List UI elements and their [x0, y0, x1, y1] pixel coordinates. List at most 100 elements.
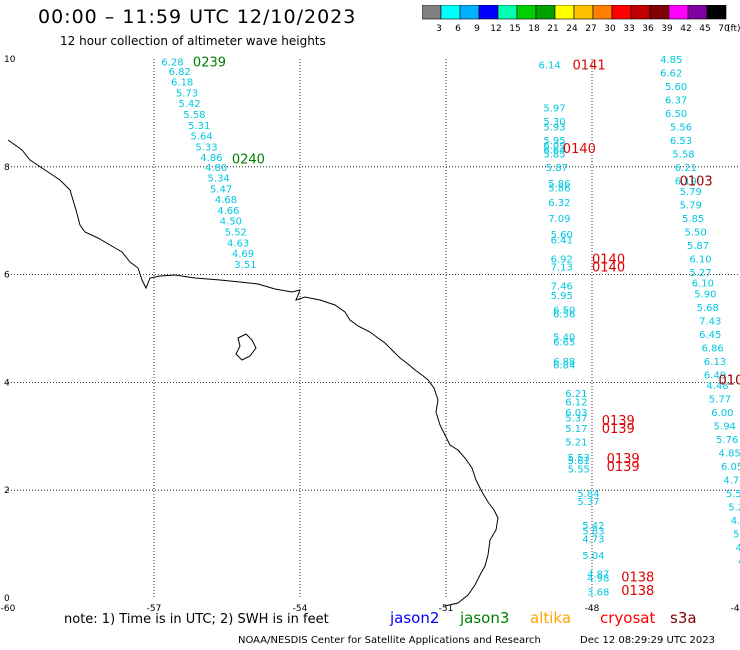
wave-height-reading: 4.69 — [232, 249, 254, 260]
orbit-number-label: 0139 — [602, 422, 635, 437]
colorbar-label: 24 — [566, 24, 578, 34]
wave-height-reading: 6.21 — [675, 163, 697, 174]
wave-height-reading: 6.86 — [702, 343, 724, 354]
wave-height-colorbar: 3 6 9 12 15 18 21 24 27 30 33 36 39 42 45 70(ft) — [422, 5, 740, 34]
wave-height-reading: 5.33 — [195, 142, 217, 153]
wave-height-reading: 5.85 — [543, 149, 565, 160]
wave-height-reading: 5.86 — [548, 183, 570, 194]
y-tick-label: 2 — [4, 486, 10, 496]
colorbar-label: 45 — [699, 24, 710, 34]
colorbar-label: 15 — [509, 24, 520, 34]
x-tick-label: -54 — [293, 604, 308, 614]
map-title: 00:00 – 11:59 UTC 12/10/2023 — [38, 6, 357, 28]
wave-height-reading: 6.14 — [538, 60, 560, 71]
wave-height-reading: 5.42 — [178, 99, 200, 110]
wave-height-reading: 5.55 — [568, 465, 590, 476]
wave-height-reading: 5.97 — [543, 104, 565, 115]
orbit-number-label: 0239 — [193, 56, 226, 71]
wave-height-reading: 5.37 — [565, 413, 587, 424]
wave-height-reading: 5.79 — [680, 201, 702, 212]
colorbar-swatch — [706, 5, 727, 20]
wave-height-reading: 6.49 — [704, 370, 726, 381]
wave-height-reading: 6.18 — [171, 78, 193, 89]
wave-height-reading: 6.05 — [721, 462, 740, 473]
wave-height-reading: 4.50 — [220, 217, 242, 228]
wave-height-reading: 5.83 — [582, 527, 604, 538]
wave-height-reading: 6.82 — [169, 67, 191, 78]
y-tick-label: 6 — [4, 271, 10, 281]
colorbar-label: 27 — [585, 24, 596, 34]
y-tick-label: 0 — [4, 594, 10, 604]
colorbar-label: 39 — [661, 24, 673, 34]
legend-jason3: jason3 — [460, 609, 510, 627]
wave-height-reading: 5.58 — [672, 149, 694, 160]
y-tick-label: 4 — [4, 378, 10, 388]
wave-height-reading: 6.00 — [711, 408, 733, 419]
wave-height-reading: 6.12 — [565, 397, 587, 408]
wave-height-reading: 3.51 — [234, 260, 256, 271]
wave-height-reading: 7.46 — [551, 281, 573, 292]
wave-height-reading: 5.87 — [687, 241, 709, 252]
orbit-number-label: 010 — [719, 374, 740, 389]
wave-height-reading: 4.98 — [587, 574, 609, 585]
wave-height-reading: 5.56 — [726, 489, 740, 500]
wave-height-reading: 4.68 — [215, 195, 237, 206]
wave-height-reading: 6.50 — [665, 109, 687, 120]
wave-height-reading: 6.88 — [553, 357, 575, 368]
colorbar-label: 9 — [474, 24, 480, 34]
wave-height-reading: 6.45 — [699, 330, 721, 341]
legend-altika: altika — [530, 609, 572, 627]
wave-height-reading: 4.79 — [723, 475, 740, 486]
wave-height-reading: 6.64 — [543, 146, 565, 157]
wave-height-reading: 5.86 — [548, 179, 570, 190]
wave-height-reading: 6.28 — [161, 58, 183, 69]
x-tick-label: -60 — [1, 604, 16, 614]
wave-height-reading: 5.56 — [670, 122, 692, 133]
wave-height-reading: 6.37 — [665, 95, 687, 106]
wave-height-reading: 5.68 — [697, 303, 719, 314]
wave-height-reading: 4.85 — [731, 516, 740, 527]
wave-height-reading: 6.19 — [675, 176, 697, 187]
wave-height-reading: 4.86 — [200, 153, 222, 164]
wave-height-reading: 4.65 — [736, 543, 740, 554]
footer-note: note: 1) Time is in UTC; 2) SWH is in fe… — [64, 612, 329, 627]
wave-height-reading: 5.79 — [680, 187, 702, 198]
wave-height-reading: 5.17 — [565, 424, 587, 435]
wave-height-reading: 5.85 — [682, 214, 704, 225]
wave-height-reading: 4.48 — [706, 381, 728, 392]
wave-height-reading: 6.92 — [551, 254, 573, 265]
wave-height-reading: 5.42 — [582, 521, 604, 532]
orbit-number-label: 0139 — [607, 452, 640, 467]
colorbar-label: 36 — [642, 24, 654, 34]
wave-height-reading: 5.60 — [551, 230, 573, 241]
wave-height-reading: 5.58 — [183, 110, 205, 121]
orbit-number-label: 0140 — [592, 261, 625, 276]
wave-height-reading: 5.27 — [689, 268, 711, 279]
wave-height-reading: 4.85 — [660, 55, 682, 66]
colorbar-label: 33 — [623, 24, 634, 34]
orbit-number-label: 0138 — [621, 584, 654, 599]
y-tick-label: 8 — [4, 163, 10, 173]
wave-height-reading: 6.32 — [548, 198, 570, 209]
wave-height-reading: 5.21 — [565, 438, 587, 449]
colorbar-unit: (ft) — [727, 24, 740, 34]
wave-height-reading: 3.68 — [587, 588, 609, 599]
x-tick-label: -51 — [439, 604, 454, 614]
credit-timestamp: Dec 12 08:29:29 UTC 2023 — [580, 635, 715, 646]
wave-height-reading: 5.47 — [210, 184, 232, 195]
x-tick-label: -48 — [585, 604, 600, 614]
wave-height-reading: 5.40 — [553, 333, 575, 344]
colorbar-label: 30 — [604, 24, 616, 34]
orbit-number-label: 0139 — [602, 414, 635, 429]
orbit-number-label: 0139 — [607, 460, 640, 475]
x-tick-label: -45 — [731, 604, 740, 614]
wave-height-map: 6.286.826.185.735.425.585.315.645.334.86… — [1, 55, 740, 614]
wave-height-reading: 6.62 — [660, 68, 682, 79]
colorbar-label: 6 — [455, 24, 461, 34]
orbit-number-label: 0240 — [232, 153, 265, 168]
wave-height-reading: 6.03 — [565, 408, 587, 419]
colorbar-label: 12 — [490, 24, 501, 34]
wave-height-reading: 6.13 — [704, 357, 726, 368]
wave-height-reading: 5.53 — [568, 453, 590, 464]
wave-height-reading: 4.87 — [587, 570, 609, 581]
